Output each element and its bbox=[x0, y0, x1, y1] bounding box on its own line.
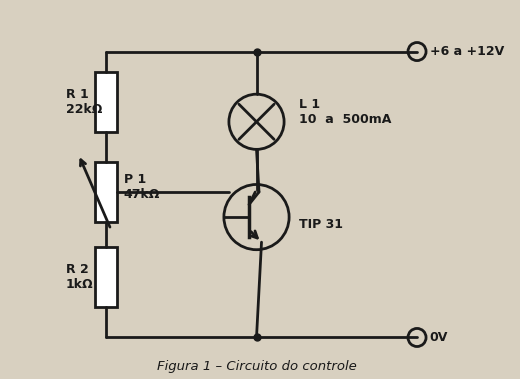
FancyBboxPatch shape bbox=[95, 162, 118, 222]
FancyBboxPatch shape bbox=[95, 247, 118, 307]
Text: Figura 1 – Circuito do controle: Figura 1 – Circuito do controle bbox=[157, 360, 356, 373]
Text: R 2
1kΩ: R 2 1kΩ bbox=[66, 263, 94, 291]
FancyBboxPatch shape bbox=[95, 72, 118, 132]
Text: R 1
22kΩ: R 1 22kΩ bbox=[66, 88, 102, 116]
Text: P 1
47kΩ: P 1 47kΩ bbox=[124, 173, 160, 201]
Text: 0V: 0V bbox=[430, 331, 448, 344]
Text: TIP 31: TIP 31 bbox=[299, 218, 343, 231]
Text: L 1
10  a  500mA: L 1 10 a 500mA bbox=[299, 98, 392, 126]
Text: +6 a +12V: +6 a +12V bbox=[430, 45, 504, 58]
